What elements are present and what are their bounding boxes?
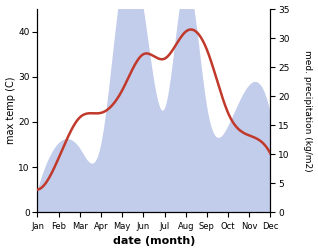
Y-axis label: med. precipitation (kg/m2): med. precipitation (kg/m2) <box>303 50 313 171</box>
Y-axis label: max temp (C): max temp (C) <box>5 77 16 144</box>
X-axis label: date (month): date (month) <box>113 236 195 246</box>
